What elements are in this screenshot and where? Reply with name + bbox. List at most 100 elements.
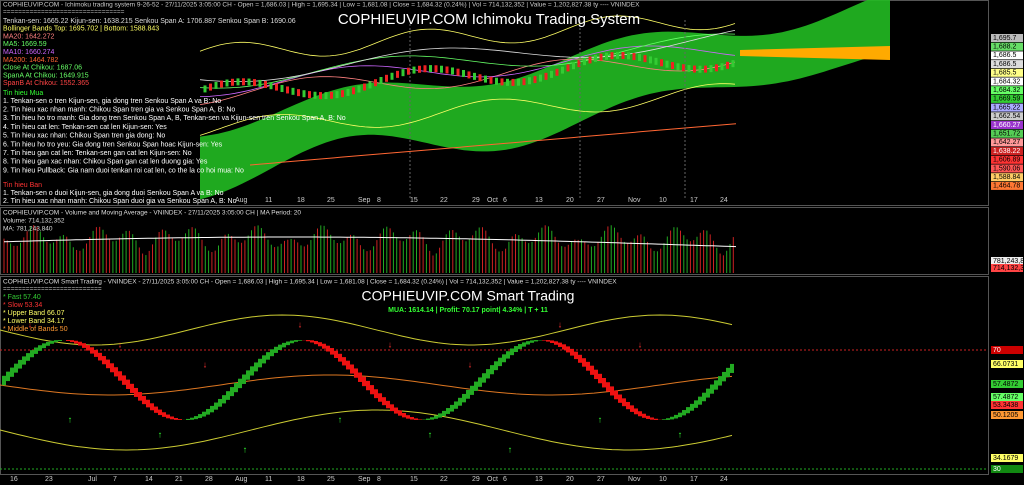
candle — [313, 91, 317, 99]
price-label-bg — [991, 86, 1023, 95]
signal-arrow: ↑ — [428, 429, 433, 439]
date-label: 18 — [297, 197, 305, 204]
candle — [572, 62, 575, 70]
candle — [539, 74, 542, 82]
signal-arrow: ↓ — [203, 359, 208, 369]
candle — [247, 78, 251, 86]
price-label-bg — [991, 155, 1023, 164]
buy-signal: 2. Tin hieu xac nhan manh: Chikou Span t… — [3, 107, 235, 114]
candle — [489, 76, 493, 84]
price-label: 1,588.84 — [993, 174, 1020, 181]
date-label: 22 — [440, 197, 448, 204]
candle — [621, 51, 625, 59]
price-label-bg — [991, 465, 1023, 473]
candle — [324, 92, 328, 100]
legend-item: * Slow 53.34 — [3, 302, 42, 309]
candle — [374, 79, 377, 87]
price-label: 1,638.22 — [993, 148, 1020, 155]
price-label: 1,660.27 — [993, 122, 1020, 129]
price-label: 1,684.32 — [993, 78, 1020, 85]
signal-arrow: ↓ — [558, 319, 563, 329]
cloud-future — [740, 46, 890, 60]
candle — [610, 52, 614, 60]
legend-item: * Fast 57.40 — [3, 294, 41, 301]
candle — [451, 67, 454, 75]
candle — [484, 75, 487, 83]
info-line: Tenkan-sen: 1665.22 Kijun-sen: 1638.215 … — [3, 18, 296, 25]
candle — [269, 82, 273, 90]
date-label: 11 — [265, 197, 272, 204]
candle — [528, 77, 531, 85]
candle — [407, 67, 410, 75]
volume-ma — [3, 236, 737, 248]
price-label-bg — [991, 138, 1023, 147]
buy-title: Tin hieu Mua — [3, 90, 43, 97]
cloud — [200, 0, 890, 200]
price-label-bg — [991, 393, 1023, 401]
candle — [731, 60, 735, 68]
ma200 — [249, 123, 737, 166]
candle — [335, 91, 339, 99]
candle — [242, 78, 245, 86]
date-label: 22 — [440, 476, 448, 483]
date-label: 23 — [45, 476, 53, 483]
date-label: 15 — [410, 197, 418, 204]
price-label: 781,243,8 — [993, 258, 1024, 265]
price-label-bg — [991, 121, 1023, 129]
buy-signal: 4. Tin hieu cat len: Tenkan-sen cat len … — [3, 124, 167, 131]
price-label: 1,642.27 — [993, 139, 1020, 146]
price-label-bg — [991, 164, 1023, 173]
separator: ========================== — [3, 286, 102, 293]
signal-arrow: ↑ — [68, 414, 73, 424]
date-label: Oct — [487, 476, 498, 483]
price-label-bg — [991, 77, 1023, 86]
indicator-line — [199, 83, 736, 136]
date-label: 21 — [175, 476, 183, 483]
candle — [517, 78, 520, 86]
date-label: 10 — [659, 476, 667, 483]
price-label-bg — [991, 411, 1023, 419]
info-line: SpanA At Chikou: 1649.915 — [3, 72, 89, 79]
candle — [231, 78, 234, 86]
price-label: 1,669.59 — [993, 96, 1020, 103]
candle — [319, 92, 322, 100]
candle — [654, 57, 658, 65]
date-label: 29 — [472, 476, 480, 483]
candle — [258, 79, 262, 87]
signal-arrow: ↑ — [243, 444, 248, 454]
signal-arrow: ↓ — [388, 339, 393, 349]
date-label: 20 — [566, 197, 574, 204]
price-label: 66.0731 — [993, 361, 1018, 368]
date-label: 7 — [113, 476, 117, 483]
candle — [467, 71, 471, 79]
buy-signal: 3. Tin hieu ho tro manh: Gia dong tren S… — [3, 115, 346, 122]
price-label-bg — [991, 181, 1023, 190]
candle — [297, 89, 300, 97]
date-label: 8 — [377, 197, 381, 204]
candle — [550, 70, 553, 78]
price-label: 1,464.78 — [993, 183, 1020, 190]
date-label: Sep — [358, 197, 371, 204]
upper-band — [0, 314, 733, 346]
candle — [632, 53, 636, 61]
candle — [649, 56, 652, 64]
price-label: 1,651.72 — [993, 131, 1020, 138]
candle — [330, 91, 333, 99]
price-label-bg — [991, 264, 1023, 272]
candle — [660, 59, 663, 67]
date-label: 29 — [472, 197, 480, 204]
candle — [616, 51, 619, 59]
candle — [368, 81, 372, 89]
price-label-bg — [991, 51, 1023, 60]
price-label: 34.1679 — [993, 455, 1018, 462]
candle — [687, 65, 691, 73]
date-label: 13 — [535, 476, 543, 483]
candle — [577, 60, 581, 68]
date-label: Aug — [235, 197, 248, 204]
price-label-bg — [991, 380, 1023, 388]
price-label: 1,684.32 — [993, 87, 1020, 94]
price-label: 70 — [993, 347, 1001, 354]
date-label: 24 — [720, 476, 728, 483]
candle — [583, 58, 586, 66]
candle — [665, 60, 669, 68]
